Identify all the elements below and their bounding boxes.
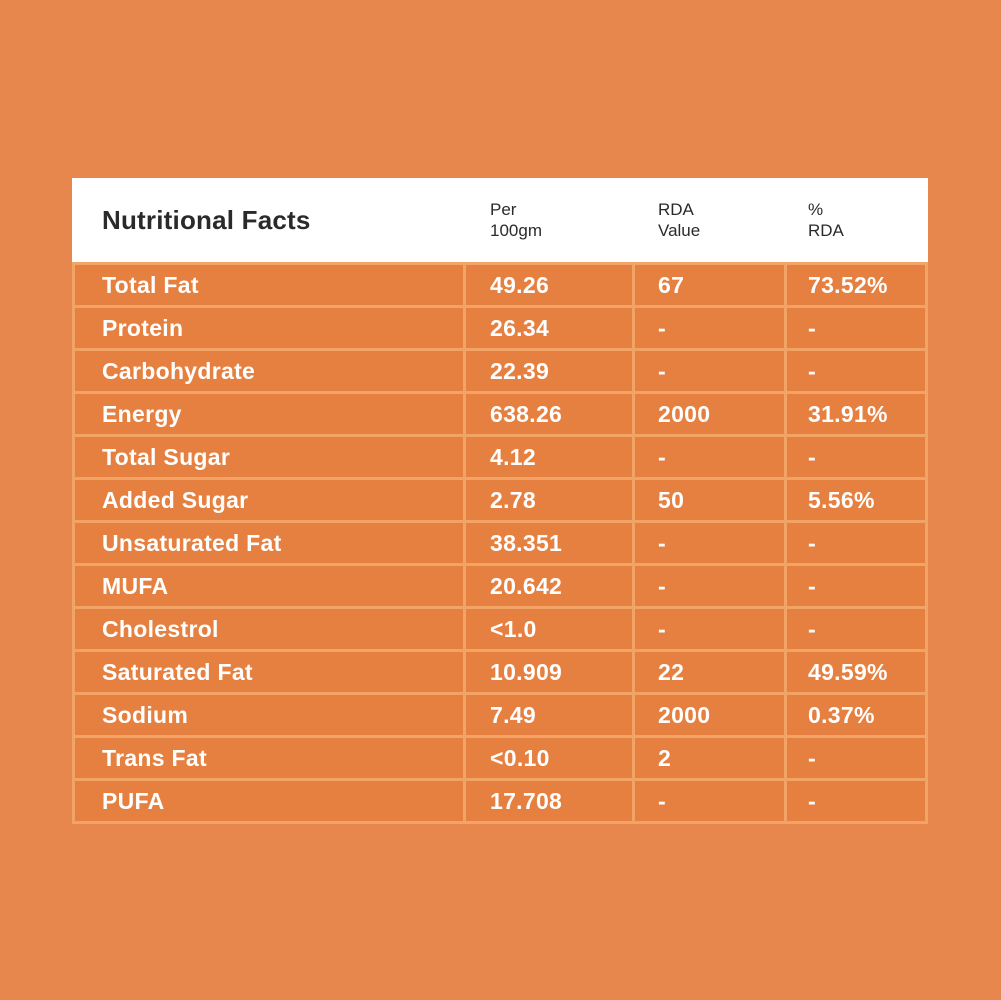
- row-rda-value-cell: 2000: [635, 695, 784, 735]
- row-per-100gm-cell: 4.12: [466, 437, 632, 477]
- row-per-100gm-cell: <1.0: [466, 609, 632, 649]
- table-body: Total Fat 49.26 67 73.52% Protein 26.34- - Carb…: [72, 262, 928, 824]
- row-per-100gm-cell: <0.10: [466, 738, 632, 778]
- row-rda-value-cell: -: [635, 781, 784, 821]
- column-header-line: Per: [490, 200, 517, 219]
- row-per-100gm-cell: 20.642: [466, 566, 632, 606]
- row-label-cell: Total Fat: [75, 265, 463, 305]
- row-pct-rda-cell: -: [787, 781, 925, 821]
- row-pct-rda-cell: 49.59%: [787, 652, 925, 692]
- row-per-100gm-cell: 22.39: [466, 351, 632, 391]
- row-rda-value-cell: 2: [635, 738, 784, 778]
- row-label-cell: Saturated Fat: [75, 652, 463, 692]
- column-header-per-100gm: Per 100gm: [463, 199, 632, 241]
- row-per-100gm-cell: 49.26: [466, 265, 632, 305]
- nutrition-table: Nutritional Facts Per 100gm RDA Value % …: [72, 178, 928, 824]
- row-label-cell: Energy: [75, 394, 463, 434]
- row-rda-value-cell: 22: [635, 652, 784, 692]
- row-label-cell: Carbohydrate: [75, 351, 463, 391]
- column-header-rda-value: RDA Value: [632, 199, 784, 241]
- row-rda-value-cell: -: [635, 437, 784, 477]
- row-rda-value-cell: -: [635, 566, 784, 606]
- column-header-line: %: [808, 200, 824, 219]
- row-pct-rda-cell: 31.91%: [787, 394, 925, 434]
- row-pct-rda-cell: 73.52%: [787, 265, 925, 305]
- table-title: Nutritional Facts: [102, 204, 311, 235]
- row-label-cell: Unsaturated Fat: [75, 523, 463, 563]
- row-label-cell: Protein: [75, 308, 463, 348]
- row-rda-value-cell: -: [635, 351, 784, 391]
- row-per-100gm-cell: 38.351: [466, 523, 632, 563]
- row-label-cell: Total Sugar: [75, 437, 463, 477]
- row-per-100gm-cell: 10.909: [466, 652, 632, 692]
- column-header-line: 100gm: [490, 221, 542, 240]
- row-label-cell: Cholestrol: [75, 609, 463, 649]
- row-pct-rda-cell: -: [787, 351, 925, 391]
- row-pct-rda-cell: -: [787, 609, 925, 649]
- row-pct-rda-cell: -: [787, 738, 925, 778]
- row-pct-rda-cell: 0.37%: [787, 695, 925, 735]
- row-per-100gm-cell: 2.78: [466, 480, 632, 520]
- row-per-100gm-cell: 17.708: [466, 781, 632, 821]
- row-per-100gm-cell: 7.49: [466, 695, 632, 735]
- row-pct-rda-cell: 5.56%: [787, 480, 925, 520]
- row-rda-value-cell: -: [635, 523, 784, 563]
- row-pct-rda-cell: -: [787, 308, 925, 348]
- column-header-line: RDA: [808, 221, 844, 240]
- column-header-line: RDA: [658, 200, 694, 219]
- row-pct-rda-cell: -: [787, 437, 925, 477]
- column-header-line: Value: [658, 221, 701, 240]
- row-label-cell: PUFA: [75, 781, 463, 821]
- row-per-100gm-cell: 638.26: [466, 394, 632, 434]
- row-label-cell: Added Sugar: [75, 480, 463, 520]
- row-pct-rda-cell: -: [787, 523, 925, 563]
- row-rda-value-cell: 67: [635, 265, 784, 305]
- column-header-pct-rda: % RDA: [784, 199, 928, 241]
- table-header: Nutritional Facts Per 100gm RDA Value % …: [72, 178, 928, 262]
- row-label-cell: Sodium: [75, 695, 463, 735]
- row-rda-value-cell: -: [635, 308, 784, 348]
- row-pct-rda-cell: -: [787, 566, 925, 606]
- row-rda-value-cell: 2000: [635, 394, 784, 434]
- row-label-cell: MUFA: [75, 566, 463, 606]
- row-label-cell: Trans Fat: [75, 738, 463, 778]
- row-rda-value-cell: 50: [635, 480, 784, 520]
- row-per-100gm-cell: 26.34: [466, 308, 632, 348]
- row-rda-value-cell: -: [635, 609, 784, 649]
